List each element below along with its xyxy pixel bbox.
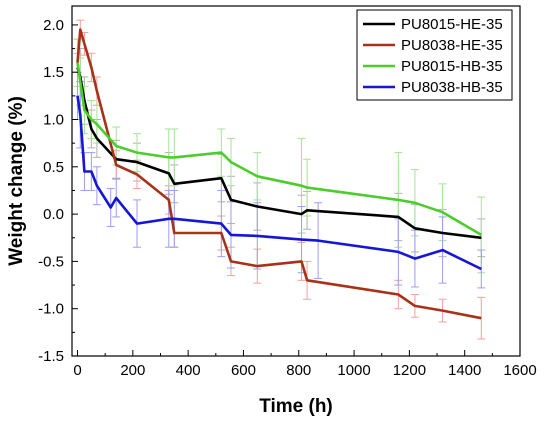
y-tick-label: 1.0 bbox=[43, 112, 64, 129]
series-line bbox=[76, 62, 482, 237]
y-axis: -1.5 -1.0 -0.5 0.0 0.5 1.0 1.5 2.0 bbox=[38, 17, 78, 365]
plot-frame bbox=[71, 5, 521, 357]
x-axis: 0 200 400 600 800 1000 1200 1400 1600 bbox=[73, 350, 537, 379]
series-lines bbox=[76, 28, 482, 320]
legend-label: PU8015-HB-35 bbox=[401, 58, 503, 75]
y-tick-label: 1.5 bbox=[43, 64, 64, 81]
y-tick-label: -0.5 bbox=[38, 253, 64, 270]
x-axis-title: Time (h) bbox=[259, 396, 333, 417]
y-tick-label: 0.0 bbox=[43, 206, 64, 223]
y-tick-label: 0.5 bbox=[43, 159, 64, 176]
x-tick-label: 200 bbox=[120, 362, 145, 379]
legend: PU8015-HE-35 PU8038-HE-35 PU8015-HB-35 PU80… bbox=[356, 9, 513, 101]
y-axis-title: Weight change (%) bbox=[6, 96, 27, 266]
y-tick-label: -1.5 bbox=[38, 348, 64, 365]
series-line bbox=[76, 95, 482, 271]
x-tick-label: 1200 bbox=[393, 362, 426, 379]
x-tick-label: 600 bbox=[231, 362, 256, 379]
legend-label: PU8038-HB-35 bbox=[401, 79, 503, 96]
y-tick-label: 2.0 bbox=[43, 17, 64, 34]
x-tick-label: 0 bbox=[73, 362, 81, 379]
x-tick-label: 400 bbox=[176, 362, 201, 379]
x-tick-label: 1400 bbox=[448, 362, 481, 379]
x-tick-label: 800 bbox=[286, 362, 311, 379]
x-tick-label: 1600 bbox=[503, 362, 536, 379]
x-tick-label: 1000 bbox=[337, 362, 370, 379]
legend-label: PU8015-HE-35 bbox=[401, 16, 503, 33]
y-tick-label: -1.0 bbox=[38, 301, 64, 318]
series-line bbox=[76, 67, 482, 240]
series-line bbox=[76, 28, 482, 320]
legend-label: PU8038-HE-35 bbox=[401, 37, 503, 54]
